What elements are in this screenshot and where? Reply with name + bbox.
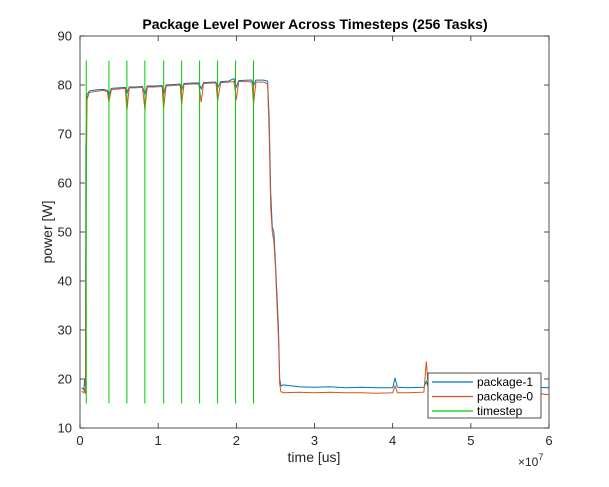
x-tick-label: 1 [155, 433, 162, 448]
legend-label: package-0 [477, 390, 533, 404]
tick-layer: 0 1 2 3 4 5 6 10 20 30 40 50 60 70 80 90 [58, 29, 553, 449]
x-exponent-base: ×10 [518, 455, 539, 469]
x-exponent-power: 7 [538, 452, 543, 462]
x-tick-label: 2 [233, 433, 240, 448]
y-tick-label: 90 [58, 29, 72, 44]
x-exponent: ×107 [518, 452, 543, 469]
legend-label: timestep [477, 404, 523, 418]
x-tick-label: 6 [545, 433, 552, 448]
y-tick-label: 50 [58, 225, 72, 240]
x-tick-label: 3 [311, 433, 318, 448]
y-tick-label: 30 [58, 323, 72, 338]
series-layer [81, 60, 550, 404]
x-tick-label: 5 [467, 433, 474, 448]
y-tick-label: 70 [58, 127, 72, 142]
y-tick-label: 80 [58, 78, 72, 93]
chart-title: Package Level Power Across Timesteps (25… [142, 16, 487, 32]
x-tick-label: 0 [76, 433, 83, 448]
y-tick-label: 40 [58, 274, 72, 289]
y-tick-label: 20 [58, 372, 72, 387]
y-tick-label: 60 [58, 176, 72, 191]
plot-area [80, 36, 549, 428]
x-axis-title: time [us] [288, 449, 341, 465]
y-axis-title: power [W] [39, 200, 55, 263]
y-tick-label: 10 [58, 421, 72, 436]
x-tick-label: 4 [389, 433, 396, 448]
legend-label: package-1 [477, 375, 533, 389]
